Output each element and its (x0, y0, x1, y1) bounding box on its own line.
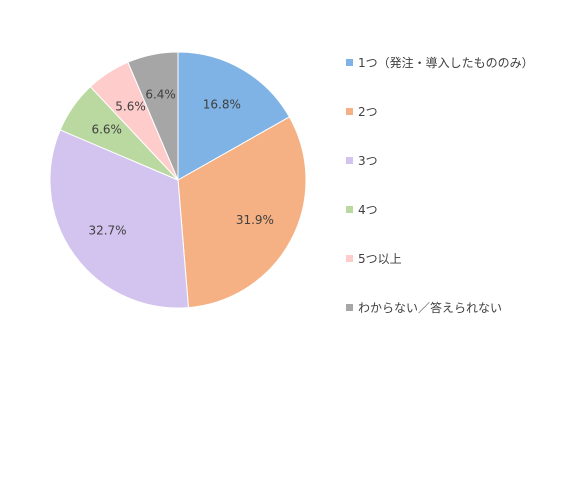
data-label: 6.6% (91, 123, 122, 137)
legend: 1つ（発注・導入したもののみ） 2つ 3つ 4つ 5つ以上 わからない／答えられ… (346, 52, 534, 346)
legend-item: 5つ以上 (346, 248, 534, 268)
legend-item: 3つ (346, 150, 534, 170)
legend-label: わからない／答えられない (358, 300, 503, 315)
legend-swatch (346, 303, 353, 311)
pie-slice (177, 51, 291, 181)
data-label: 32.7% (88, 223, 126, 237)
data-label: 16.8% (203, 97, 241, 111)
data-label: 31.9% (236, 213, 274, 227)
pie-slice (127, 51, 179, 181)
legend-label: 3つ (358, 153, 378, 168)
legend-swatch (346, 58, 353, 66)
pie-slice (177, 116, 307, 309)
legend-swatch (346, 254, 353, 262)
legend-swatch (346, 156, 353, 164)
data-label: 6.4% (145, 87, 176, 101)
legend-label: 5つ以上 (358, 251, 402, 266)
legend-label: 1つ（発注・導入したもののみ） (358, 55, 534, 70)
data-label: 5.6% (115, 100, 146, 114)
legend-item: わからない／答えられない (346, 297, 534, 317)
pie-slice (49, 129, 189, 309)
legend-label: 4つ (358, 202, 378, 217)
legend-item: 4つ (346, 199, 534, 219)
legend-item: 1つ（発注・導入したもののみ） (346, 52, 534, 72)
legend-swatch (346, 107, 353, 115)
legend-swatch (346, 205, 353, 213)
legend-label: 2つ (358, 104, 378, 119)
legend-item: 2つ (346, 101, 534, 121)
